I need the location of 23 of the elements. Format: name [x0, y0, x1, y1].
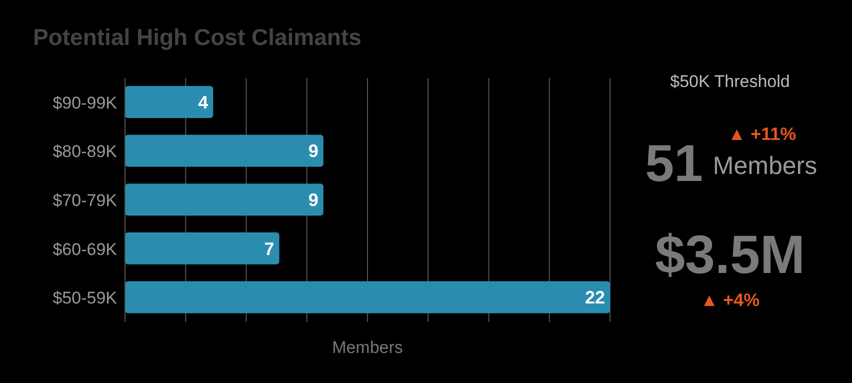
kpi-text: Members — [712, 152, 818, 181]
bar — [125, 232, 280, 264]
y-tick-label: $70-79K — [52, 191, 118, 210]
x-axis-title: Members — [331, 338, 404, 358]
kpi-text: ▲ +4% — [699, 290, 761, 311]
kpi-text: 51 — [644, 134, 704, 194]
data-label: 4 — [198, 92, 208, 112]
kpi-text: $50K Threshold — [669, 72, 791, 92]
y-tick-label: $80-89K — [52, 142, 118, 162]
bar — [125, 134, 324, 167]
kpi-text: ▲ +11% — [726, 124, 798, 145]
y-tick-label: $90-99K — [52, 93, 118, 112]
data-label: 9 — [308, 190, 318, 210]
data-label: 9 — [308, 141, 318, 162]
y-tick-label: $50-59K — [52, 288, 118, 308]
data-label: 22 — [584, 288, 605, 308]
kpi-text: $3.5M — [654, 224, 806, 286]
bar — [125, 281, 610, 314]
bar — [125, 86, 214, 118]
data-label: 7 — [264, 238, 274, 259]
chart-title: Potential High Cost Claimants — [33, 24, 362, 51]
bar — [125, 184, 324, 216]
y-tick-label: $60-69K — [52, 240, 118, 259]
